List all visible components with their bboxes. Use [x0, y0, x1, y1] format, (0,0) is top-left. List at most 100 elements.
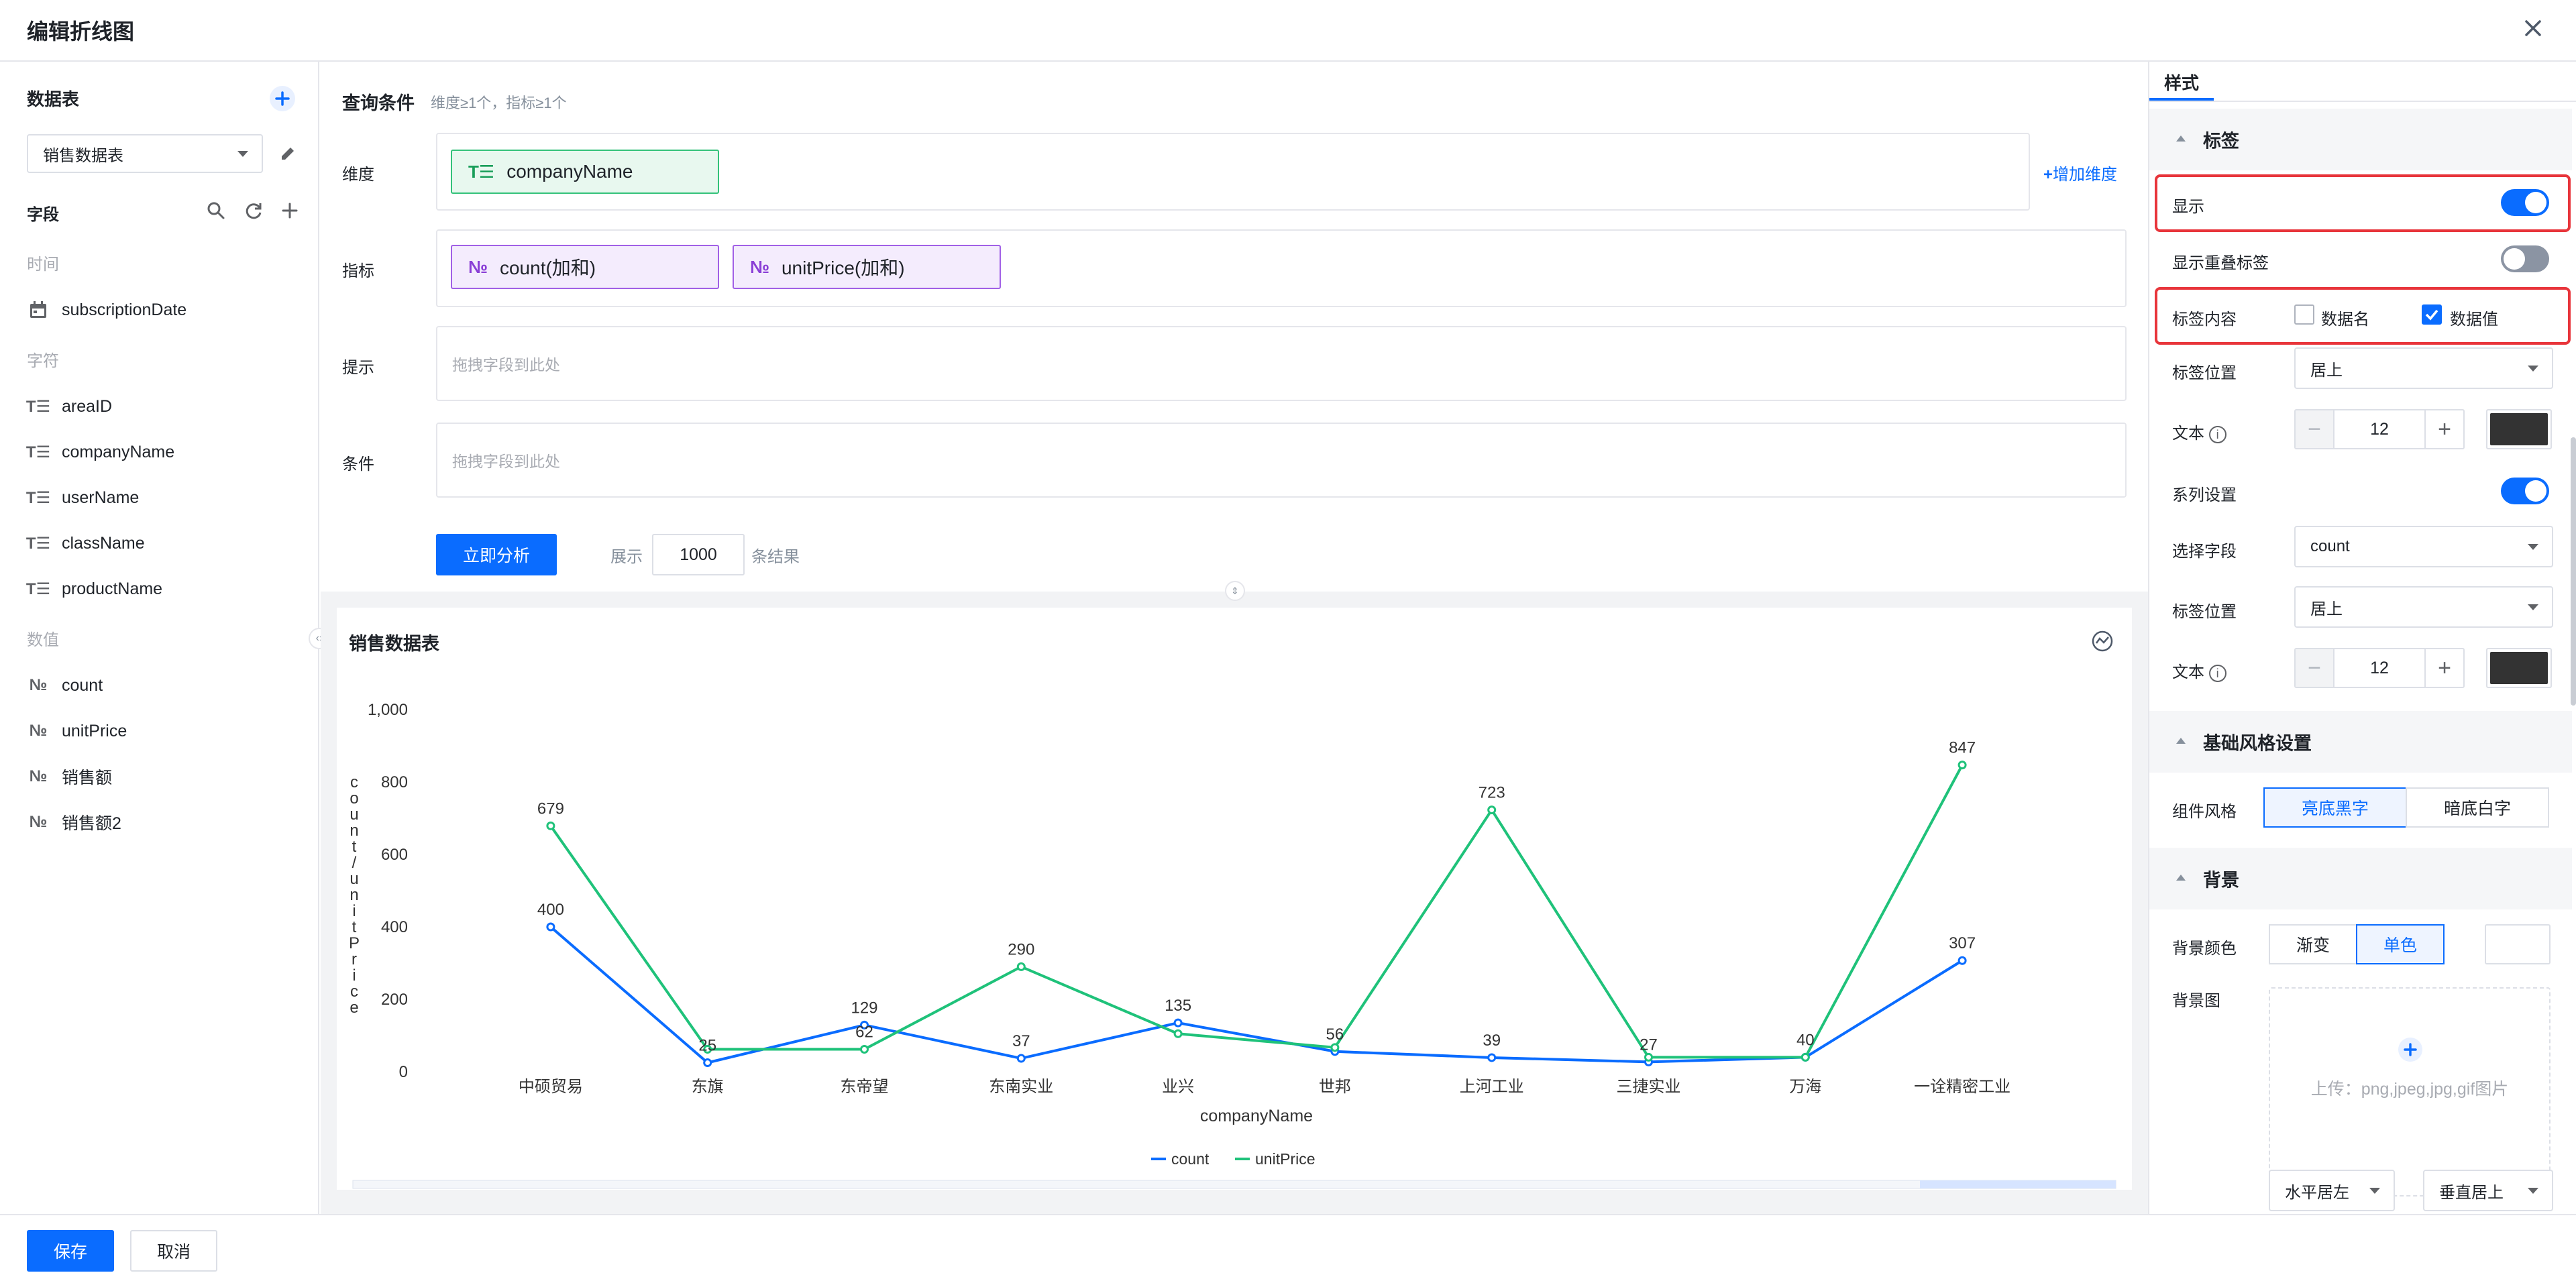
search-icon[interactable]: [205, 200, 227, 221]
upload-hint: 上传：png,jpeg,jpg,gif图片: [2310, 1080, 2509, 1099]
field-item[interactable]: № unitPrice: [27, 718, 127, 744]
chevron-down-icon: [2528, 366, 2538, 372]
x-tick-label: 上河工业: [1460, 1078, 1524, 1096]
label-position-select-2[interactable]: 居上: [2294, 586, 2553, 628]
plus-icon[interactable]: +: [2424, 649, 2463, 687]
font-size-stepper-2[interactable]: − 12 +: [2294, 648, 2465, 688]
tooltip-dropzone[interactable]: 拖拽字段到此处: [436, 326, 2127, 401]
text-color-swatch-2[interactable]: [2486, 648, 2552, 688]
style-dark-button[interactable]: 暗底白字: [2406, 787, 2549, 828]
query-title: 查询条件: [342, 93, 415, 113]
measure-chip[interactable]: № count(加和): [451, 245, 719, 289]
group-label-number: 数值: [27, 631, 59, 649]
zoom-slider-track: [352, 1180, 2116, 1189]
field-item[interactable]: № 销售额: [27, 763, 112, 790]
condition-dropzone[interactable]: 拖拽字段到此处: [436, 423, 2127, 498]
dialog-header: 编辑折线图: [0, 0, 2576, 62]
bg-color-swatch[interactable]: [2485, 924, 2551, 964]
result-count-input[interactable]: 1000: [652, 534, 745, 575]
field-name: unitPrice: [62, 721, 127, 740]
bg-gradient-button[interactable]: 渐变: [2269, 924, 2357, 964]
tab-style[interactable]: 样式: [2164, 73, 2200, 93]
text-field-icon: T☰: [25, 579, 51, 598]
dimension-chip[interactable]: T☰ companyName: [451, 150, 719, 194]
add-dimension-link[interactable]: +增加维度: [2043, 161, 2117, 184]
font-size-value[interactable]: 12: [2370, 658, 2389, 677]
data-point: [1801, 1052, 1810, 1062]
toggle-knob: [2504, 248, 2525, 270]
save-button[interactable]: 保存: [27, 1230, 114, 1272]
data-label: 129: [851, 999, 877, 1017]
font-size-stepper[interactable]: − 12 +: [2294, 409, 2465, 449]
field-item[interactable]: T☰ productName: [25, 575, 162, 602]
show-toggle[interactable]: [2501, 189, 2549, 216]
edit-pencil-icon[interactable]: [278, 144, 298, 164]
text-color-swatch[interactable]: [2486, 409, 2552, 449]
bg-color-label: 背景颜色: [2172, 940, 2237, 958]
data-label: 847: [1949, 739, 1976, 757]
minus-icon[interactable]: −: [2296, 410, 2334, 448]
fields-title: 字段: [27, 206, 59, 224]
info-icon: i: [2208, 426, 2226, 443]
field-item[interactable]: subscriptionDate: [27, 296, 186, 323]
series-settings-toggle[interactable]: [2501, 478, 2549, 504]
bg-solid-button[interactable]: 单色: [2356, 924, 2445, 964]
label-position-select[interactable]: 居上: [2294, 347, 2553, 389]
text-field-icon: T☰: [25, 397, 51, 416]
toggle-knob: [2525, 192, 2546, 213]
group-label-string: 字符: [27, 352, 59, 370]
data-label: 37: [1012, 1032, 1030, 1050]
field-item[interactable]: № 销售额2: [27, 809, 121, 836]
plus-icon[interactable]: +: [2424, 410, 2463, 448]
style-light-button[interactable]: 亮底黑字: [2263, 787, 2407, 828]
chart-type-icon[interactable]: [2090, 629, 2114, 653]
field-item[interactable]: T☰ userName: [26, 484, 139, 511]
font-size-value[interactable]: 12: [2370, 419, 2389, 439]
field-item[interactable]: T☰ companyName: [26, 439, 174, 465]
x-tick-label: 万海: [1789, 1078, 1821, 1096]
tooltip-label: 提示: [342, 359, 374, 377]
field-name: className: [62, 533, 145, 553]
resize-handle[interactable]: ⇕: [1225, 581, 1245, 601]
select-field-value: count: [2310, 537, 2350, 555]
refresh-icon[interactable]: [243, 200, 264, 221]
datatable-select[interactable]: 销售数据表: [27, 134, 263, 173]
chevron-down-icon: [237, 151, 248, 157]
data-name-checkbox[interactable]: [2294, 304, 2314, 325]
x-tick-label: 三捷实业: [1617, 1078, 1681, 1096]
measure-chip-label: unitPrice(加和): [781, 258, 905, 278]
field-item[interactable]: № count: [27, 672, 103, 699]
data-point: [860, 1045, 869, 1054]
section-label[interactable]: 标签: [2149, 109, 2572, 170]
x-tick-label: 东南实业: [989, 1078, 1053, 1096]
result-suffix: 条结果: [751, 548, 800, 566]
measure-chip[interactable]: № unitPrice(加和): [733, 245, 1001, 289]
v-align-select[interactable]: 垂直居上: [2423, 1170, 2553, 1211]
minus-icon[interactable]: −: [2296, 649, 2334, 687]
label-content-label: 标签内容: [2172, 311, 2237, 329]
data-point: [546, 821, 555, 830]
section-background[interactable]: 背景: [2149, 848, 2572, 909]
data-value-checkbox[interactable]: [2422, 304, 2442, 325]
show-overlap-toggle[interactable]: [2501, 245, 2549, 272]
y-axis-label-char: c: [350, 773, 358, 791]
x-axis-label: companyName: [1200, 1107, 1313, 1125]
section-base-style[interactable]: 基础风格设置: [2149, 711, 2572, 773]
collapse-caret-icon: [2176, 738, 2186, 744]
bg-image-upload[interactable]: 上传：png,jpeg,jpg,gif图片: [2269, 987, 2551, 1196]
field-item[interactable]: T☰ className: [26, 530, 145, 557]
line-chart: 02004006008001,000count/unitPrice中硕贸易 东旗东…: [349, 701, 2116, 1189]
field-item[interactable]: T☰ areaID: [25, 393, 112, 420]
analyze-button[interactable]: 立即分析: [436, 534, 557, 575]
data-point: [703, 1058, 712, 1067]
close-icon[interactable]: [2517, 12, 2549, 44]
add-datatable-icon[interactable]: [268, 85, 297, 113]
field-name: count: [62, 675, 103, 695]
add-field-icon[interactable]: [279, 200, 301, 221]
h-align-select[interactable]: 水平居左: [2269, 1170, 2395, 1211]
cancel-button[interactable]: 取消: [130, 1230, 217, 1272]
scrollbar-thumb[interactable]: [2571, 437, 2576, 706]
select-field-select[interactable]: count: [2294, 526, 2553, 567]
